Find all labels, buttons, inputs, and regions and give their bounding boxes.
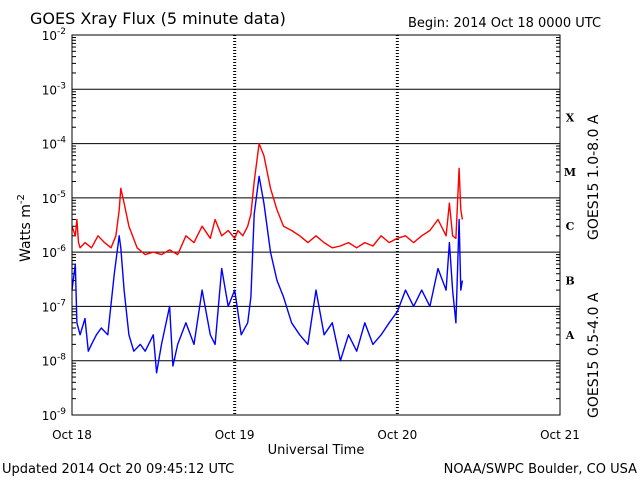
y-tick-label: 10-6: [42, 244, 67, 260]
y-tick-base: 10: [42, 355, 57, 369]
y-tick-exp: -7: [57, 298, 66, 308]
y-tick-exp: -9: [57, 407, 66, 417]
y-tick-exp: -6: [57, 244, 66, 254]
y-tick-base: 10: [42, 300, 57, 314]
series-lines: [71, 142, 464, 374]
flare-class-label: A: [565, 329, 575, 342]
y-tick-base: 10: [42, 192, 57, 206]
y-tick-base: 10: [42, 409, 57, 423]
short-channel-line: [71, 175, 464, 374]
x-tick-label: Oct 18: [52, 428, 92, 442]
y-tick-exp: -8: [57, 353, 66, 363]
y-tick-exp: -2: [57, 27, 66, 37]
day-separators: [233, 35, 399, 415]
legend-short-channel: GOES15 0.5-4.0 A: [586, 292, 602, 418]
y-tick-exp: -3: [57, 81, 66, 91]
y-tick-labels: 10-910-810-710-610-510-410-310-2: [42, 27, 67, 423]
y-axis-label-text: Watts m: [18, 204, 34, 262]
y-tick-exp: -4: [57, 136, 66, 146]
x-tick-label: Oct 21: [540, 428, 580, 442]
begin-label: Begin: 2014 Oct 18 0000 UTC: [408, 16, 601, 31]
flare-class-label: B: [565, 275, 574, 288]
flare-class-labels: A B C M X: [564, 112, 576, 342]
y-tick-label: 10-5: [42, 190, 66, 206]
x-axis-label: Universal Time: [268, 443, 365, 458]
source-credit: NOAA/SWPC Boulder, CO USA: [444, 462, 637, 477]
x-tick-labels: Oct 18 Oct 19 Oct 20 Oct 21: [52, 428, 580, 442]
flare-class-label: C: [566, 220, 575, 233]
y-axis-label: Watts m-2: [16, 194, 34, 262]
grid-lines: [72, 34, 560, 416]
y-tick-label: 10-2: [42, 27, 66, 43]
x-tick-label: Oct 20: [377, 428, 417, 442]
y-tick-base: 10: [42, 29, 57, 43]
y-tick-base: 10: [42, 246, 57, 260]
y-tick-label: 10-4: [42, 136, 67, 152]
y-tick-exp: -5: [57, 190, 66, 200]
y-tick-base: 10: [42, 83, 57, 97]
y-tick-label: 10-7: [42, 298, 66, 314]
chart-title: GOES Xray Flux (5 minute data): [30, 9, 286, 28]
plot-frame: [71, 34, 561, 416]
y-axis-label-sup: -2: [16, 194, 27, 204]
flare-class-label: X: [566, 112, 575, 125]
legend-long-channel: GOES15 1.0-8.0 A: [586, 114, 602, 240]
y-tick-label: 10-9: [42, 407, 67, 423]
x-tick-label: Oct 19: [215, 428, 255, 442]
updated-timestamp: Updated 2014 Oct 20 09:45:12 UTC: [2, 462, 234, 477]
flare-class-label: M: [564, 166, 576, 179]
y-tick-base: 10: [42, 138, 57, 152]
long-channel-line: [71, 142, 464, 256]
y-tick-label: 10-3: [42, 81, 66, 97]
y-tick-label: 10-8: [42, 353, 67, 369]
